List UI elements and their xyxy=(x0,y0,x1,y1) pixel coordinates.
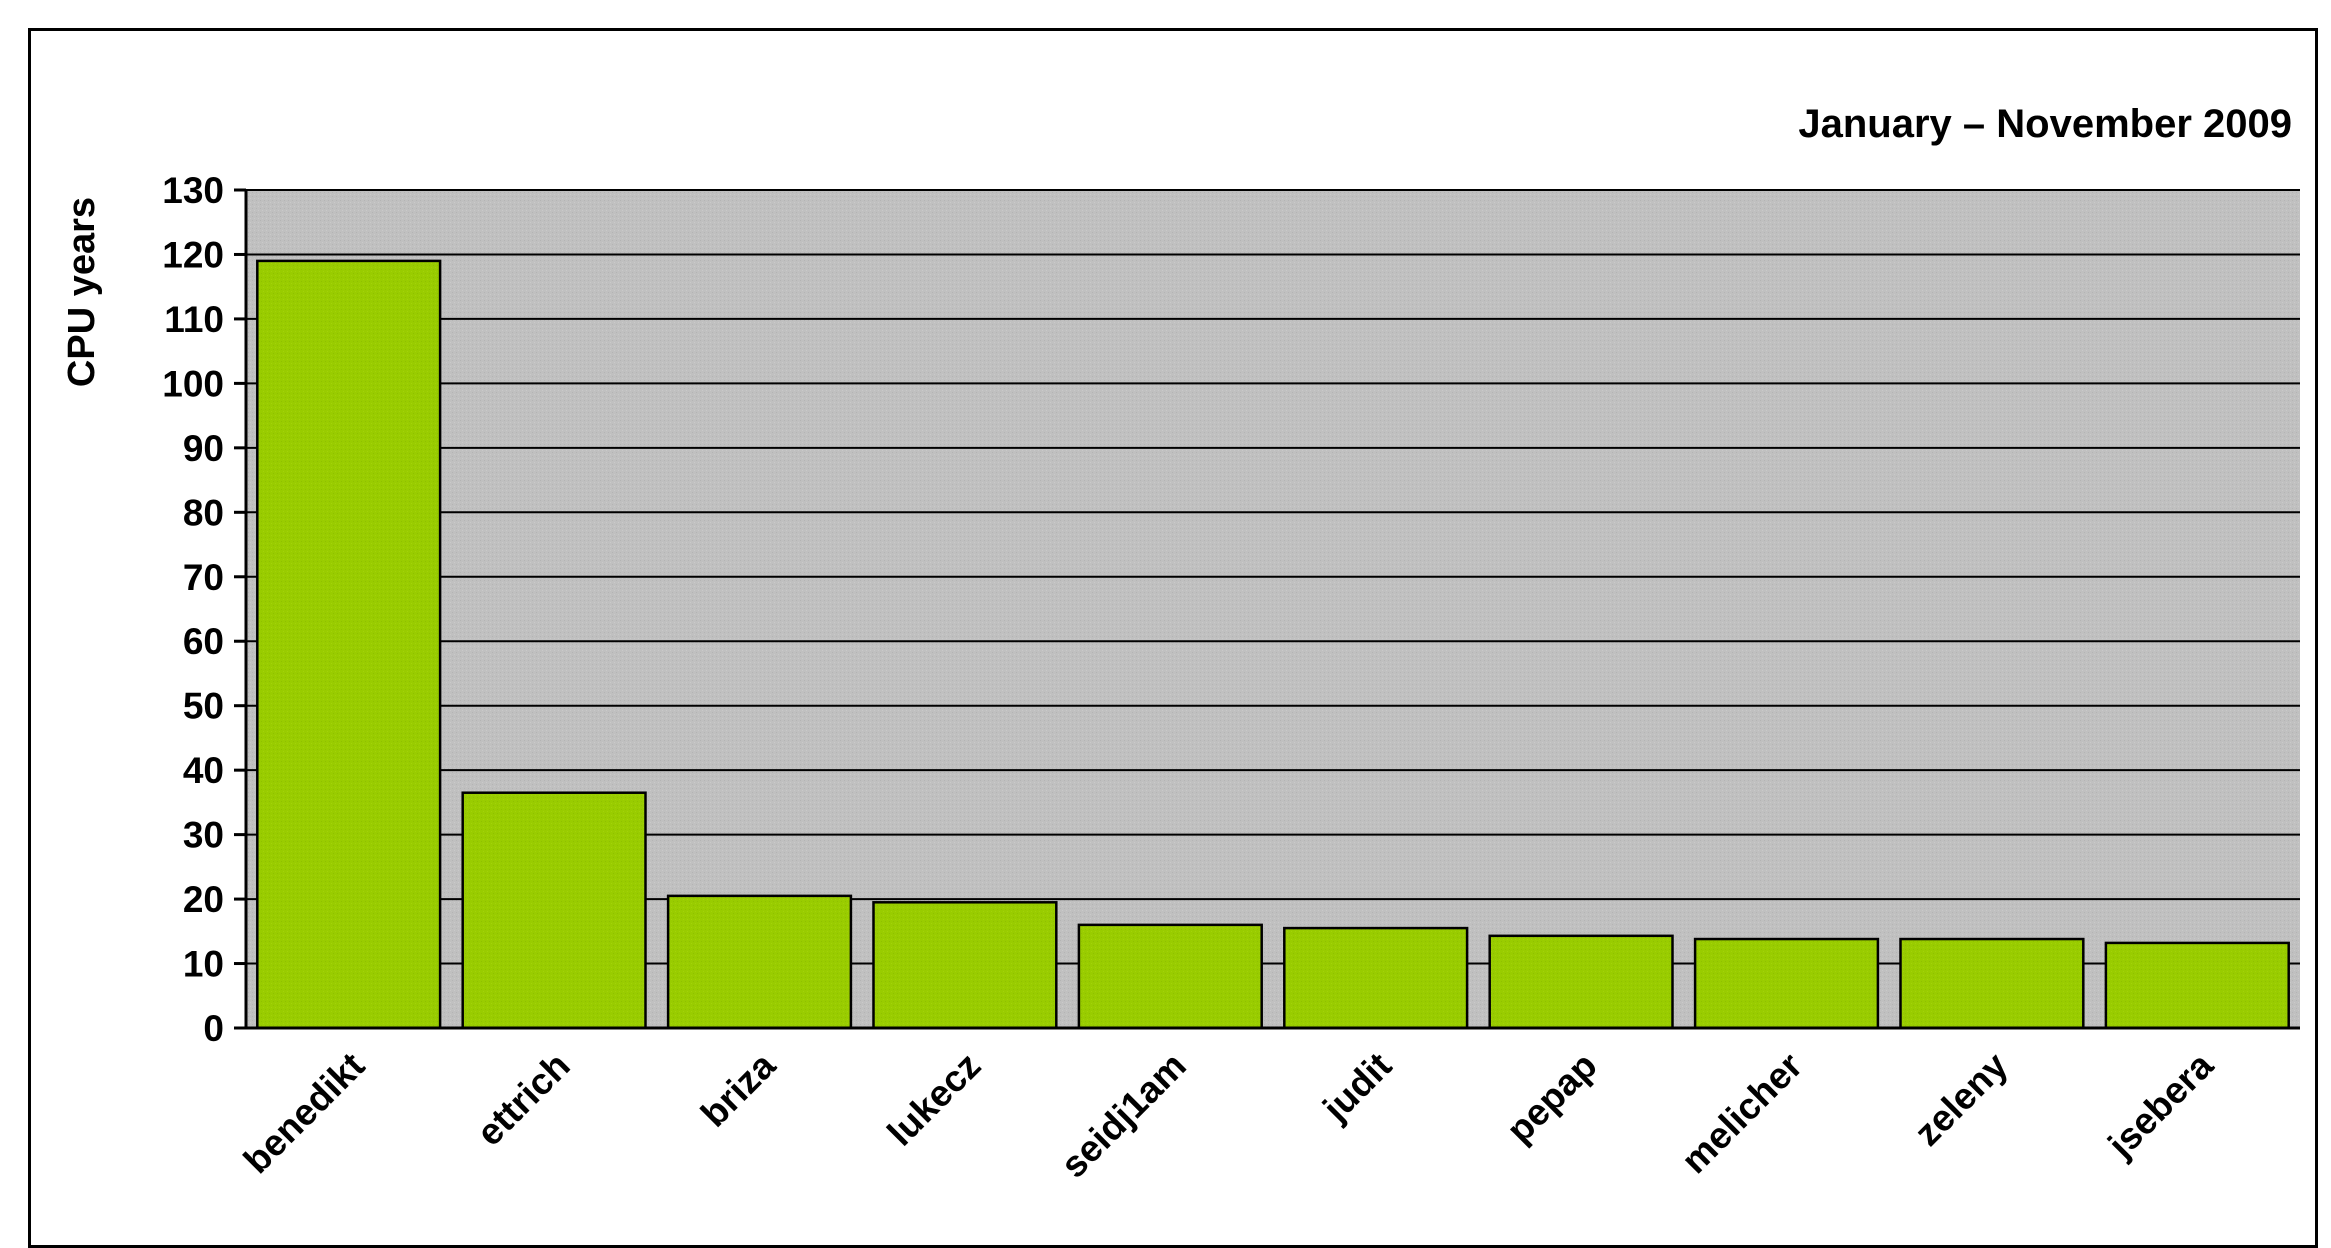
axes xyxy=(244,190,2300,1030)
bar-lukecz xyxy=(872,901,1058,1030)
y-tick-label-60: 60 xyxy=(183,621,224,662)
x-tick-label-zeleny: zeleny xyxy=(1907,1044,2016,1153)
y-tick-label-120: 120 xyxy=(162,234,224,275)
x-tick-label-judit: judit xyxy=(1314,1045,1399,1130)
y-tick-label-0: 0 xyxy=(203,1008,224,1049)
y-tick-label-70: 70 xyxy=(183,557,224,598)
y-tick-labels: 0 10 20 30 40 50 60 70 80 90 100 110 120 130 xyxy=(162,170,246,1049)
x-tick-label-briza: briza xyxy=(693,1044,783,1134)
x-tick-label-lukecz: lukecz xyxy=(880,1045,989,1154)
x-tick-label-pepap: pepap xyxy=(1499,1045,1605,1151)
y-tick-label-110: 110 xyxy=(164,299,224,340)
x-tick-label-ettrich: ettrich xyxy=(469,1045,578,1154)
bar-briza xyxy=(666,894,853,1030)
x-tick-label-melicher: melicher xyxy=(1674,1045,1811,1182)
y-axis-label: CPU years xyxy=(61,197,103,387)
y-tick-label-100: 100 xyxy=(162,363,224,404)
bar-zeleny xyxy=(1899,937,2085,1030)
x-tick-label-benedikt: benedikt xyxy=(236,1045,373,1182)
y-tick-label-80: 80 xyxy=(183,492,224,533)
bar-seidj1am xyxy=(1077,923,1263,1030)
y-tick-label-20: 20 xyxy=(183,879,224,920)
x-tick-label-jsebera: jsebera xyxy=(2100,1044,2222,1166)
y-tick-label-90: 90 xyxy=(183,428,224,469)
x-tick-labels: benedikt ettrich briza lukecz seidj1am judit p… xyxy=(236,1044,2221,1185)
y-tick-label-10: 10 xyxy=(183,944,224,985)
bar-pepap xyxy=(1488,934,1674,1030)
bar-ettrich xyxy=(461,791,647,1030)
bar-jsebera xyxy=(2104,941,2290,1030)
y-tick-label-50: 50 xyxy=(183,686,224,727)
bars xyxy=(256,259,2290,1030)
bar-benedikt xyxy=(256,259,442,1030)
y-tick-label-40: 40 xyxy=(183,750,224,791)
bar-melicher xyxy=(1693,937,1880,1030)
y-tick-label-130: 130 xyxy=(162,170,224,211)
x-tick-label-seidj1am: seidj1am xyxy=(1053,1045,1194,1186)
bar-judit xyxy=(1283,926,1469,1030)
y-tick-label-30: 30 xyxy=(183,815,224,856)
chart-title: January – November 2009 xyxy=(1798,102,2292,146)
